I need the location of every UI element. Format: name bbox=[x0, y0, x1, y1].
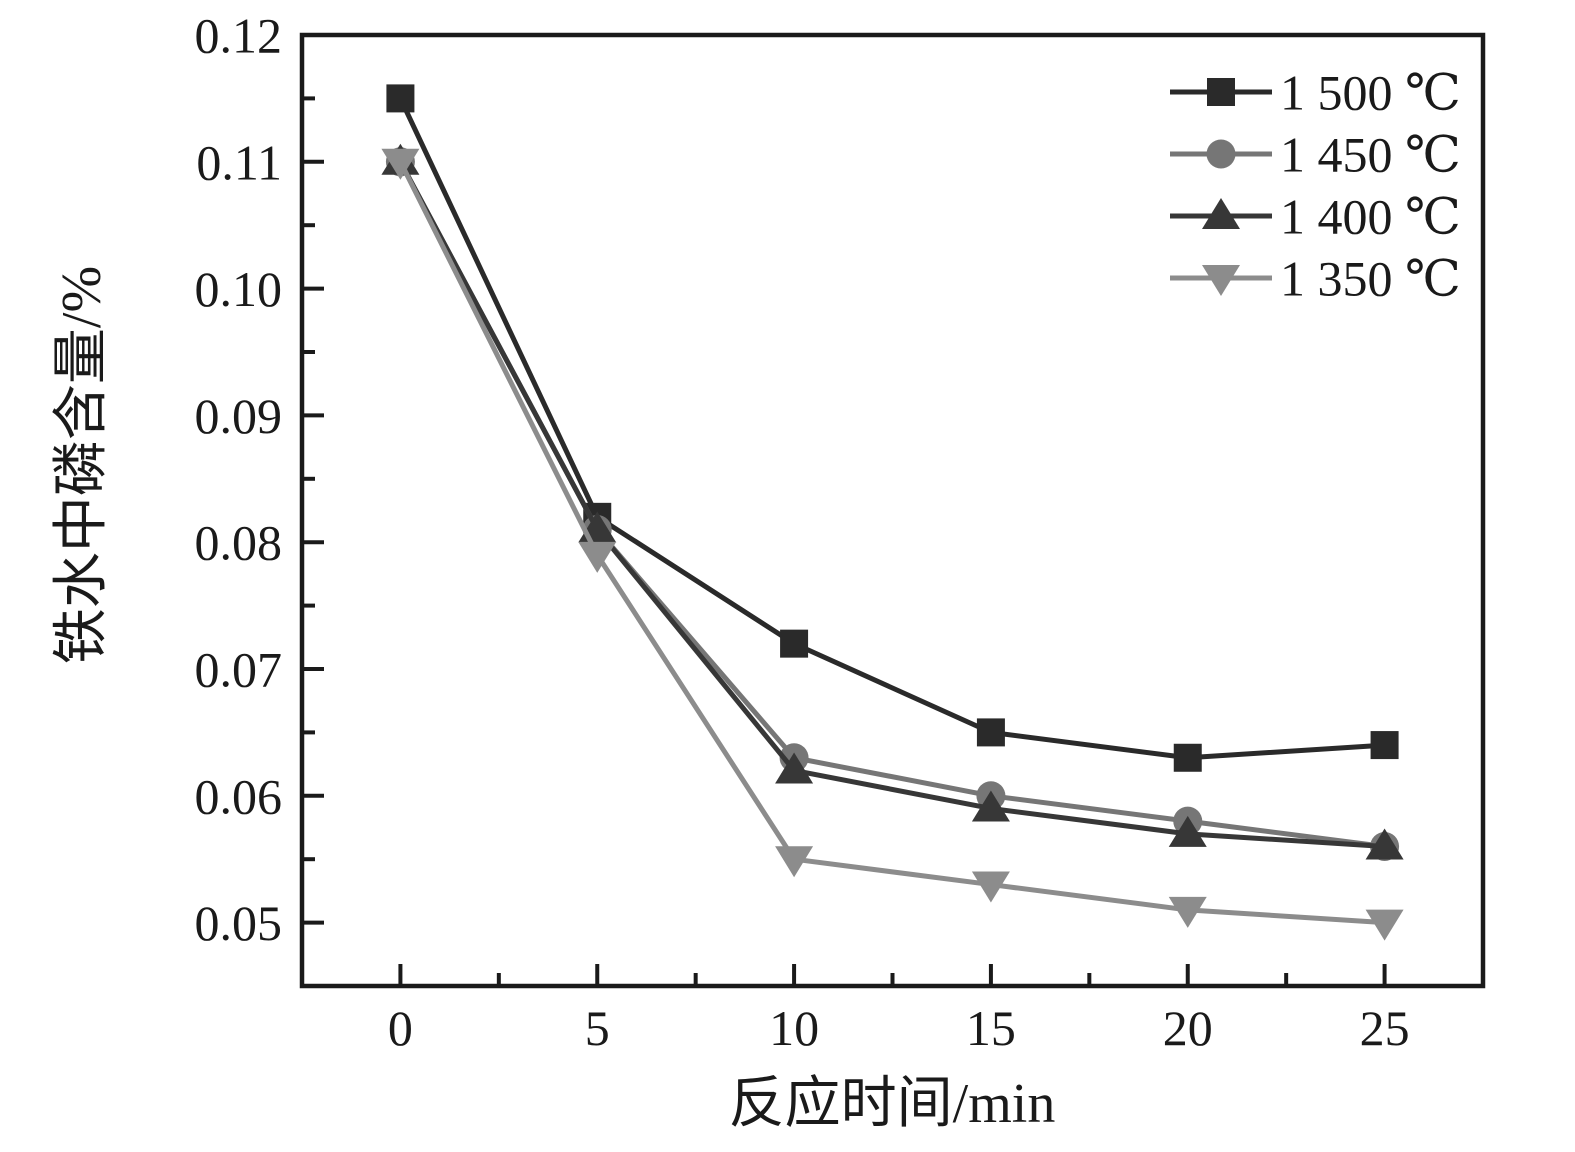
y-axis-tick-label: 0.10 bbox=[195, 261, 283, 317]
legend-item: 1 450 ℃ bbox=[1170, 127, 1461, 183]
y-axis-tick-label: 0.11 bbox=[196, 134, 282, 190]
marker-square bbox=[976, 718, 1005, 747]
series-1-350-℃ bbox=[381, 148, 1404, 941]
series-1-400-℃ bbox=[381, 143, 1404, 860]
legend-item: 1 500 ℃ bbox=[1170, 65, 1461, 121]
marker-triangle-down bbox=[1202, 265, 1240, 296]
legend-label: 1 450 ℃ bbox=[1280, 127, 1461, 183]
marker-square bbox=[1173, 743, 1202, 772]
series-line bbox=[398, 97, 1385, 761]
marker-triangle-up bbox=[1168, 815, 1207, 847]
marker-square bbox=[386, 84, 415, 113]
x-axis-tick-label: 15 bbox=[966, 1000, 1016, 1056]
marker-triangle-down bbox=[1168, 896, 1207, 928]
legend-item: 1 400 ℃ bbox=[1170, 189, 1461, 245]
plot-frame bbox=[299, 32, 1486, 989]
y-axis-tick-label: 0.12 bbox=[195, 8, 283, 64]
y-axis-tick-label: 0.09 bbox=[195, 388, 283, 444]
marker-square bbox=[780, 629, 809, 658]
series-1-500-℃ bbox=[386, 84, 1399, 772]
legend-item: 1 350 ℃ bbox=[1170, 251, 1461, 307]
x-axis-tick-label: 5 bbox=[585, 1000, 610, 1056]
legend-label: 1 400 ℃ bbox=[1280, 189, 1461, 245]
marker-triangle-down bbox=[381, 148, 420, 180]
series-line bbox=[398, 160, 1385, 926]
marker-circle bbox=[1206, 139, 1236, 169]
marker-triangle-up bbox=[1202, 198, 1240, 229]
axes-ticks: 0.05 0.06 0.07 0.08 0.09 0.10 0.11 0.12 0 5 10 15 20… bbox=[195, 8, 1410, 1057]
marker-square bbox=[1207, 78, 1235, 106]
x-axis-tick-label: 0 bbox=[388, 1000, 413, 1056]
x-axis-tick-label: 25 bbox=[1360, 1000, 1410, 1056]
marker-triangle-down bbox=[971, 871, 1010, 903]
marker-triangle-up bbox=[971, 790, 1010, 822]
marker-triangle-down bbox=[578, 541, 617, 573]
y-axis-tick-label: 0.05 bbox=[195, 895, 283, 951]
series-line bbox=[398, 160, 1385, 850]
marker-triangle-down bbox=[775, 846, 814, 878]
x-axis-title: 反应时间/min bbox=[729, 1073, 1056, 1135]
marker-triangle-up bbox=[775, 752, 814, 784]
x-axis-tick-label: 20 bbox=[1163, 1000, 1213, 1056]
marker-triangle-up bbox=[1365, 828, 1404, 860]
marker-square bbox=[1370, 731, 1399, 760]
legend-label: 1 500 ℃ bbox=[1280, 65, 1461, 121]
y-axis-tick-label: 0.06 bbox=[195, 768, 283, 824]
series-line bbox=[398, 160, 1385, 849]
y-axis-title: 铁水中磷含量/% bbox=[51, 266, 113, 664]
legend: 1 500 ℃ 1 450 ℃ 1 400 ℃ 1 350 ℃ bbox=[1170, 65, 1461, 307]
x-axis-tick-label: 10 bbox=[769, 1000, 819, 1056]
axes-frame bbox=[299, 32, 1486, 989]
marker-triangle-down bbox=[1365, 909, 1404, 941]
data-series bbox=[381, 84, 1404, 941]
y-axis-tick-label: 0.08 bbox=[195, 515, 283, 571]
y-axis-tick-label: 0.07 bbox=[195, 642, 283, 698]
legend-label: 1 350 ℃ bbox=[1280, 251, 1461, 307]
